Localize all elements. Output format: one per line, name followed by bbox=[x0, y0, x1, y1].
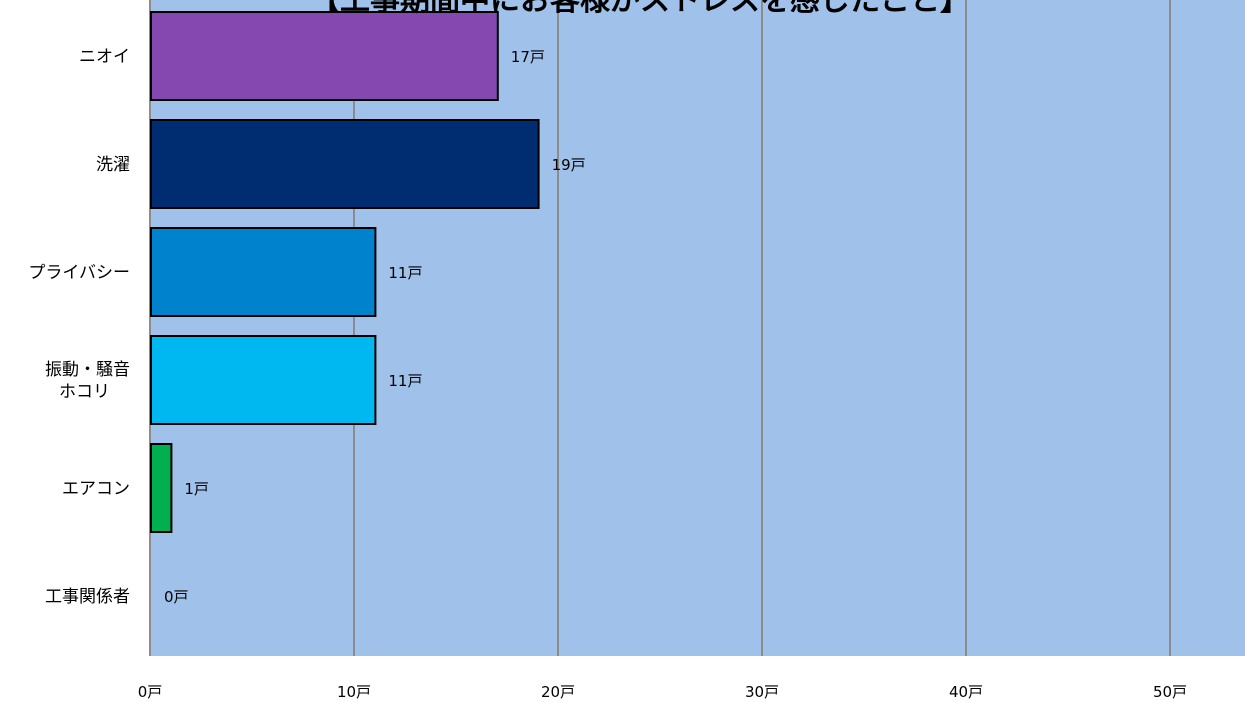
bar bbox=[150, 443, 173, 533]
x-tick-label: 20戸 bbox=[541, 683, 575, 701]
data-label: 11戸 bbox=[388, 264, 422, 282]
x-tick-label: 30戸 bbox=[745, 683, 779, 701]
bar bbox=[150, 119, 540, 209]
x-tick-label: 40戸 bbox=[949, 683, 983, 701]
data-label: 19戸 bbox=[552, 156, 586, 174]
chart-title: 【工事期間中にお客様がストレスを感じたこと】 bbox=[310, 0, 970, 18]
category-label: エアコン bbox=[62, 479, 130, 499]
plot-area bbox=[150, 0, 1245, 656]
x-tick-label: 50戸 bbox=[1153, 683, 1187, 701]
bar bbox=[150, 335, 377, 425]
category-label: 洗濯 bbox=[96, 155, 130, 175]
gridlines bbox=[149, 0, 1171, 656]
data-label: 11戸 bbox=[388, 372, 422, 390]
bar bbox=[150, 227, 377, 317]
bar bbox=[150, 11, 499, 101]
bars bbox=[150, 11, 540, 533]
category-label: 工事関係者 bbox=[45, 587, 130, 607]
x-tick-label: 0戸 bbox=[138, 683, 163, 701]
category-label: プライバシー bbox=[28, 263, 130, 283]
data-labels: 17戸 19戸 11戸 11戸 1戸 0戸 bbox=[164, 48, 586, 606]
data-label: 1戸 bbox=[184, 480, 209, 498]
data-label: 17戸 bbox=[511, 48, 545, 66]
category-label: 振動・騒音ホコリ bbox=[45, 360, 130, 402]
x-tick-labels: 0戸 10戸 20戸 30戸 40戸 50戸 bbox=[138, 683, 1187, 701]
category-label: ニオイ bbox=[79, 47, 130, 67]
x-tick-label: 10戸 bbox=[337, 683, 371, 701]
data-label: 0戸 bbox=[164, 588, 189, 606]
